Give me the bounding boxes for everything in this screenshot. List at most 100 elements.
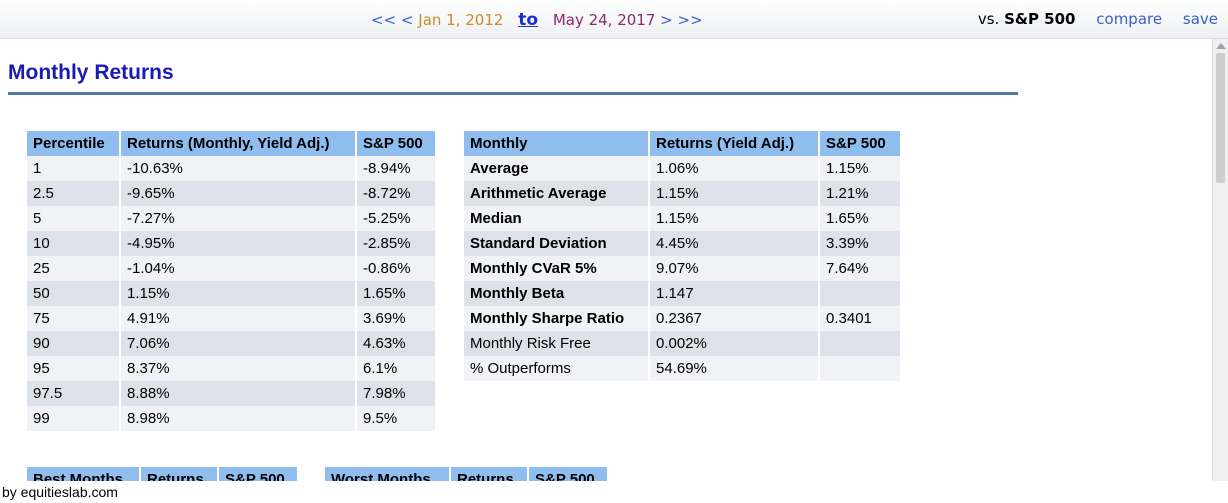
table-header-row: Worst Months Returns S&P 500 (325, 467, 609, 481)
table-cell: 0.2367 (649, 306, 820, 331)
table-cell: 3.39% (819, 231, 902, 256)
table-row: 10 -4.95% -2.85% (27, 231, 437, 256)
table-cell: -8.94% (356, 156, 437, 181)
column-header: Best Months (27, 467, 141, 481)
table-cell: Arithmetic Average (464, 181, 650, 206)
table-cell: 75 (27, 306, 121, 331)
table-cell: 8.98% (120, 406, 357, 431)
table-row: Standard Deviation 4.45% 3.39% (464, 231, 902, 256)
table-cell: -2.85% (356, 231, 437, 256)
column-header: Returns (140, 467, 219, 481)
column-header: Returns (Monthly, Yield Adj.) (120, 131, 357, 156)
table-row: Monthly Risk Free 0.002% (464, 331, 902, 356)
vs-prefix: vs. (977, 10, 1000, 28)
table-row: Average 1.06% 1.15% (464, 156, 902, 181)
table-cell (819, 281, 902, 306)
save-link[interactable]: save (1182, 10, 1218, 28)
table-cell: -7.27% (120, 206, 357, 231)
table-cell: 2.5 (27, 181, 121, 206)
table-cell: -10.63% (120, 156, 357, 181)
column-header: Returns (Yield Adj.) (649, 131, 820, 156)
table-cell: 1 (27, 156, 121, 181)
end-date-link[interactable]: May 24, 2017 (552, 11, 656, 29)
table-cell: Monthly Beta (464, 281, 650, 306)
table-cell: Average (464, 156, 650, 181)
monthly-stats-table: Monthly Returns (Yield Adj.) S&P 500 Ave… (464, 131, 902, 381)
table-cell: 4.63% (356, 331, 437, 356)
start-date-link[interactable]: Jan 1, 2012 (418, 11, 504, 29)
table-cell: 5 (27, 206, 121, 231)
table-cell: Monthly CVaR 5% (464, 256, 650, 281)
prev-far-button[interactable]: << (371, 11, 397, 29)
table-cell: Monthly Sharpe Ratio (464, 306, 650, 331)
right-tools: vs. S&P 500 compare save (978, 10, 1218, 28)
table-row: 2.5 -9.65% -8.72% (27, 181, 437, 206)
table-row: 50 1.15% 1.65% (27, 281, 437, 306)
column-header: S&P 500 (528, 467, 609, 481)
worst-months-table: Worst Months Returns S&P 500 (325, 467, 609, 481)
best-months-table: Best Months Returns S&P 500 (27, 467, 299, 481)
table-row: 97.5 8.88% 7.98% (27, 381, 437, 406)
table-cell: 1.65% (356, 281, 437, 306)
table-cell: 1.15% (649, 206, 820, 231)
table-cell: 1.147 (649, 281, 820, 306)
table-cell: 1.21% (819, 181, 902, 206)
table-cell (819, 356, 902, 381)
table-row: 95 8.37% 6.1% (27, 356, 437, 381)
date-range-selector: << < Jan 1, 2012 to May 24, 2017 > >> (371, 10, 703, 30)
table-cell: Median (464, 206, 650, 231)
table-header-row: Percentile Returns (Monthly, Yield Adj.)… (27, 131, 437, 156)
next-button[interactable]: > (660, 11, 673, 29)
table-cell: 6.1% (356, 356, 437, 381)
table-row: 1 -10.63% -8.94% (27, 156, 437, 181)
table-row: 25 -1.04% -0.86% (27, 256, 437, 281)
table-cell: 25 (27, 256, 121, 281)
table-row: Monthly Beta 1.147 (464, 281, 902, 306)
table-cell: 1.15% (120, 281, 357, 306)
table-cell: -0.86% (356, 256, 437, 281)
table-cell: 1.65% (819, 206, 902, 231)
table-cell: 54.69% (649, 356, 820, 381)
column-header: S&P 500 (819, 131, 902, 156)
table-row: 99 8.98% 9.5% (27, 406, 437, 431)
column-header: Returns (450, 467, 529, 481)
table-cell: 7.64% (819, 256, 902, 281)
column-header: Worst Months (325, 467, 451, 481)
table-cell: -5.25% (356, 206, 437, 231)
vertical-scrollbar[interactable] (1212, 39, 1228, 481)
top-toolbar: << < Jan 1, 2012 to May 24, 2017 > >> vs… (0, 0, 1228, 39)
benchmark-name: S&P 500 (1004, 10, 1076, 28)
table-cell: 10 (27, 231, 121, 256)
main-content: Monthly Returns Percentile Returns (Mont… (0, 39, 1212, 481)
benchmark-label: vs. S&P 500 (978, 10, 1080, 28)
table-cell: 95 (27, 356, 121, 381)
compare-link[interactable]: compare (1096, 10, 1163, 28)
table-cell: 7.06% (120, 331, 357, 356)
table-row: Median 1.15% 1.65% (464, 206, 902, 231)
table-cell (819, 331, 902, 356)
prev-button[interactable]: < (400, 11, 414, 29)
table-cell: 8.88% (120, 381, 357, 406)
scroll-thumb[interactable] (1216, 53, 1225, 183)
table-cell: -4.95% (120, 231, 357, 256)
footer-credit: by equitieslab.com (0, 481, 1228, 503)
table-cell: 3.69% (356, 306, 437, 331)
table-cell: 9.5% (356, 406, 437, 431)
scroll-up-arrow-icon[interactable] (1216, 43, 1226, 49)
table-cell: 90 (27, 331, 121, 356)
table-cell: 1.15% (649, 181, 820, 206)
table-cell: 7.98% (356, 381, 437, 406)
table-row: Monthly CVaR 5% 9.07% 7.64% (464, 256, 902, 281)
table-row: 90 7.06% 4.63% (27, 331, 437, 356)
column-header: S&P 500 (356, 131, 437, 156)
to-link[interactable]: to (518, 10, 539, 30)
column-header: Percentile (27, 131, 121, 156)
column-header: S&P 500 (218, 467, 299, 481)
table-cell: Monthly Risk Free (464, 331, 650, 356)
table-cell: -1.04% (120, 256, 357, 281)
table-row: % Outperforms 54.69% (464, 356, 902, 381)
table-cell: -8.72% (356, 181, 437, 206)
table-row: 5 -7.27% -5.25% (27, 206, 437, 231)
next-far-button[interactable]: >> (677, 11, 703, 29)
table-cell: 50 (27, 281, 121, 306)
